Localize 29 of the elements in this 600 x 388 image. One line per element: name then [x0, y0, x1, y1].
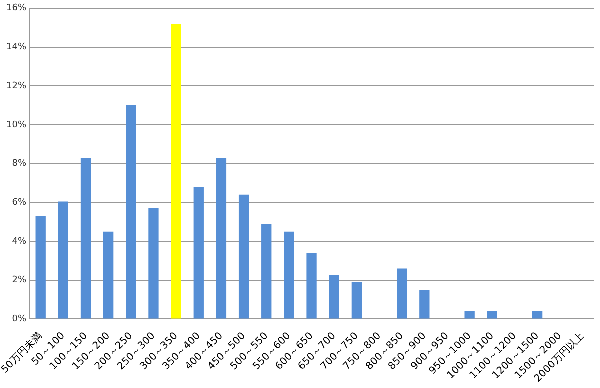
bar	[352, 282, 362, 319]
bar	[103, 232, 114, 319]
bar	[238, 194, 250, 319]
y-tick-label: 2%	[12, 276, 27, 286]
y-tick-label: 0%	[12, 314, 27, 325]
bar	[420, 290, 430, 319]
bar	[216, 158, 227, 319]
bar	[262, 224, 272, 319]
bar	[397, 268, 408, 319]
y-tick-label: 12%	[6, 81, 27, 92]
bar	[148, 208, 159, 319]
bar	[487, 311, 498, 319]
bar	[58, 202, 68, 319]
bar	[464, 311, 475, 319]
bar	[126, 106, 136, 319]
y-tick-label: 14%	[6, 42, 27, 53]
bar	[194, 187, 204, 319]
bar	[329, 276, 340, 319]
bar	[171, 24, 182, 319]
bar	[284, 232, 294, 319]
bar	[532, 311, 543, 319]
bar	[80, 158, 92, 319]
y-tick-label: 16%	[6, 4, 27, 14]
y-tick-label: 4%	[12, 236, 27, 247]
bar	[306, 253, 317, 319]
y-tick-label: 8%	[12, 159, 27, 170]
bar	[36, 216, 46, 319]
y-tick-label: 10%	[6, 120, 27, 130]
y-tick-label: 6%	[12, 198, 27, 208]
